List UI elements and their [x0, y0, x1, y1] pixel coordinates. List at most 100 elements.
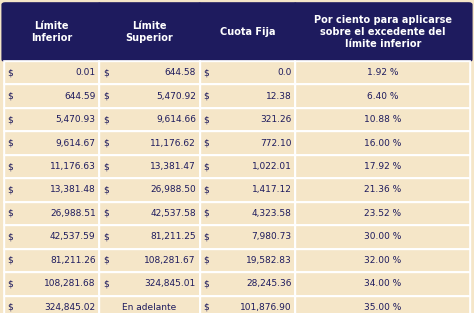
- Text: $: $: [103, 232, 109, 241]
- Text: 108,281.67: 108,281.67: [145, 256, 196, 265]
- Bar: [4, 61, 100, 85]
- Text: $: $: [203, 303, 209, 312]
- Text: $: $: [8, 279, 13, 288]
- Text: 9,614.66: 9,614.66: [156, 115, 196, 124]
- Bar: [4, 225, 100, 249]
- Text: 5,470.93: 5,470.93: [55, 115, 96, 124]
- Text: 324,845.02: 324,845.02: [45, 303, 96, 312]
- Text: 101,876.90: 101,876.90: [240, 303, 292, 312]
- Text: $: $: [8, 186, 13, 194]
- Text: $: $: [103, 115, 109, 124]
- Text: 11,176.62: 11,176.62: [150, 139, 196, 147]
- Text: 30.00 %: 30.00 %: [364, 232, 401, 241]
- Text: 11,176.63: 11,176.63: [50, 162, 96, 171]
- Text: $: $: [8, 162, 13, 171]
- Text: 1,022.01: 1,022.01: [252, 162, 292, 171]
- Text: 42,537.59: 42,537.59: [50, 232, 96, 241]
- Text: 13,381.48: 13,381.48: [50, 186, 96, 194]
- Bar: [4, 202, 100, 225]
- Bar: [100, 178, 200, 202]
- Bar: [4, 249, 100, 272]
- Text: 772.10: 772.10: [260, 139, 292, 147]
- Text: 0.0: 0.0: [277, 68, 292, 77]
- Text: $: $: [203, 209, 209, 218]
- Bar: [4, 295, 100, 313]
- Bar: [100, 85, 200, 108]
- Bar: [200, 61, 295, 85]
- Text: $: $: [203, 162, 209, 171]
- Text: 21.36 %: 21.36 %: [364, 186, 401, 194]
- Text: $: $: [103, 209, 109, 218]
- Bar: [100, 131, 200, 155]
- Bar: [295, 272, 470, 295]
- FancyBboxPatch shape: [293, 2, 473, 62]
- Text: $: $: [8, 115, 13, 124]
- Bar: [200, 155, 295, 178]
- Text: $: $: [203, 115, 209, 124]
- Text: 26,988.50: 26,988.50: [150, 186, 196, 194]
- Text: 81,211.25: 81,211.25: [150, 232, 196, 241]
- Bar: [200, 249, 295, 272]
- Text: 26,988.51: 26,988.51: [50, 209, 96, 218]
- Bar: [295, 85, 470, 108]
- Text: 7,980.73: 7,980.73: [251, 232, 292, 241]
- Text: $: $: [103, 256, 109, 265]
- Text: $: $: [8, 92, 13, 101]
- Bar: [200, 108, 295, 131]
- Text: 324,845.01: 324,845.01: [145, 279, 196, 288]
- Bar: [4, 131, 100, 155]
- Bar: [100, 225, 200, 249]
- FancyBboxPatch shape: [97, 2, 202, 62]
- Bar: [100, 249, 200, 272]
- Bar: [200, 225, 295, 249]
- Text: 16.00 %: 16.00 %: [364, 139, 401, 147]
- Bar: [200, 85, 295, 108]
- Bar: [200, 131, 295, 155]
- Text: 1.92 %: 1.92 %: [367, 68, 399, 77]
- Bar: [295, 155, 470, 178]
- Bar: [295, 178, 470, 202]
- Bar: [200, 178, 295, 202]
- Text: $: $: [203, 92, 209, 101]
- Bar: [200, 202, 295, 225]
- Bar: [295, 295, 470, 313]
- Text: 644.59: 644.59: [64, 92, 96, 101]
- Bar: [295, 108, 470, 131]
- Text: $: $: [203, 232, 209, 241]
- Text: 81,211.26: 81,211.26: [50, 256, 96, 265]
- Text: 4,323.58: 4,323.58: [252, 209, 292, 218]
- Text: 10.88 %: 10.88 %: [364, 115, 401, 124]
- Text: 12.38: 12.38: [266, 92, 292, 101]
- Text: $: $: [103, 186, 109, 194]
- Text: $: $: [203, 68, 209, 77]
- Text: 1,417.12: 1,417.12: [252, 186, 292, 194]
- Text: $: $: [103, 279, 109, 288]
- Text: 34.00 %: 34.00 %: [364, 279, 401, 288]
- Text: 23.52 %: 23.52 %: [364, 209, 401, 218]
- Text: 9,614.67: 9,614.67: [55, 139, 96, 147]
- Text: $: $: [8, 232, 13, 241]
- Text: Límite
Superior: Límite Superior: [126, 21, 173, 43]
- Text: Límite
Inferior: Límite Inferior: [31, 21, 72, 43]
- Bar: [100, 108, 200, 131]
- Bar: [200, 272, 295, 295]
- Bar: [4, 155, 100, 178]
- Text: $: $: [8, 68, 13, 77]
- Text: $: $: [8, 209, 13, 218]
- Bar: [100, 155, 200, 178]
- Text: $: $: [8, 139, 13, 147]
- Bar: [100, 202, 200, 225]
- Text: 108,281.68: 108,281.68: [44, 279, 96, 288]
- Bar: [4, 85, 100, 108]
- Bar: [200, 295, 295, 313]
- Text: $: $: [103, 162, 109, 171]
- Text: Por ciento para aplicarse
sobre el excedente del
límite inferior: Por ciento para aplicarse sobre el exced…: [314, 15, 452, 49]
- Text: Cuota Fija: Cuota Fija: [220, 27, 275, 37]
- Text: 6.40 %: 6.40 %: [367, 92, 399, 101]
- Text: 42,537.58: 42,537.58: [150, 209, 196, 218]
- Text: 35.00 %: 35.00 %: [364, 303, 401, 312]
- Text: 5,470.92: 5,470.92: [156, 92, 196, 101]
- Bar: [295, 131, 470, 155]
- Bar: [4, 178, 100, 202]
- Bar: [100, 272, 200, 295]
